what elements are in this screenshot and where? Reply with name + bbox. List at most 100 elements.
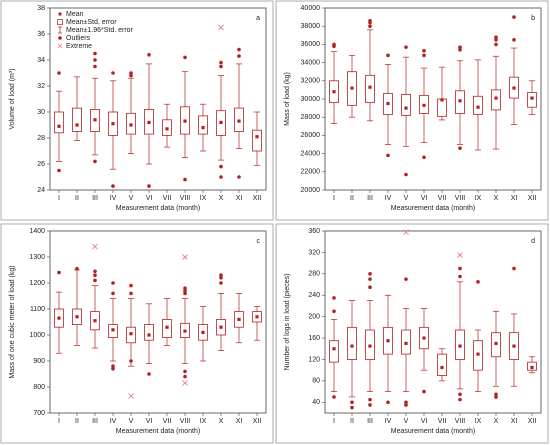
x-tick-label: III [367, 418, 373, 425]
outlier [219, 281, 223, 285]
outlier [93, 51, 97, 56]
mean-marker [458, 99, 462, 103]
panel: 40 80 120 160 200 240 280 320 360 Number of logs … [275, 223, 549, 444]
extreme-stroke [457, 252, 463, 258]
outlier [147, 372, 151, 376]
box [437, 98, 447, 117]
plot-area [49, 7, 267, 191]
x-tick-label: I [58, 418, 60, 425]
outlier [368, 285, 372, 290]
y-tick-label: 320 [308, 249, 320, 256]
panel: 700 800 900 1000 1100 1200 1300 1400 Mass of one… [0, 223, 274, 444]
outlier [219, 273, 223, 277]
box [144, 324, 154, 341]
y-tick-label: 240 [308, 292, 320, 299]
x-tick-label: IV [385, 195, 392, 202]
x-tick-label: I [333, 195, 335, 202]
mean-marker [111, 122, 115, 126]
x-tick-label: III [92, 195, 98, 202]
y-tick-label: 80 [312, 378, 320, 385]
outlier [368, 24, 372, 29]
y-tick-label: 36000 [301, 41, 321, 48]
mean-marker [386, 339, 390, 343]
mean-marker [75, 123, 79, 127]
y-tick-label: 26000 [301, 132, 321, 139]
legend-mean [58, 12, 62, 16]
x-tick-label: XII [528, 195, 537, 202]
y-tick-label: 32000 [301, 78, 321, 85]
x-axis-label: Measurement data (month) [116, 205, 200, 212]
y-tick-label: 200 [308, 313, 320, 320]
outlier [386, 153, 390, 158]
mean-marker [404, 106, 408, 110]
x-tick-label: II [75, 195, 79, 202]
box [72, 107, 82, 132]
x-axis-label: Measurement data (month) [391, 205, 475, 212]
y-tick-label: 36 [37, 31, 45, 38]
mean-marker [147, 120, 151, 124]
panel-frame [275, 0, 549, 221]
outlier [332, 296, 336, 300]
x-tick-label: IX [200, 418, 207, 425]
mean-marker [129, 332, 133, 336]
x-tick-label: II [350, 418, 354, 425]
y-axis-label: Volume of load (m³) [9, 68, 16, 129]
panel-letter: b [531, 15, 535, 22]
mean-marker [458, 344, 462, 348]
outlier [368, 397, 372, 402]
mean-marker [201, 330, 205, 334]
y-axis-label: Mass of load (kg) [284, 72, 291, 126]
mean-marker [255, 135, 259, 139]
y-tick-label: 28000 [301, 114, 321, 121]
outlier [368, 18, 372, 23]
outlier [219, 276, 223, 280]
y-tick-label: 280 [308, 271, 320, 278]
plot-area [324, 230, 542, 414]
x-tick-label: IV [110, 195, 117, 202]
outlier [93, 64, 97, 69]
outlier [476, 280, 480, 284]
mean-marker [350, 86, 354, 90]
x-tick-label: X [494, 195, 499, 202]
outlier [458, 45, 462, 49]
y-tick-label: 26 [37, 161, 45, 168]
outlier [368, 272, 372, 276]
y-tick-label: 800 [33, 384, 45, 391]
mean-marker [332, 347, 336, 351]
mean-marker [386, 101, 390, 106]
outlier [422, 389, 426, 394]
x-tick-label: VI [421, 195, 428, 202]
mean-marker [201, 126, 205, 130]
x-tick-label: III [92, 418, 98, 425]
box [329, 340, 339, 363]
outlier [111, 71, 115, 75]
mean-marker [183, 329, 187, 333]
x-tick-label: VII [163, 195, 172, 202]
legend-label: Mean±Std. error [66, 19, 117, 26]
y-tick-label: 38000 [301, 23, 321, 30]
x-tick-label: VII [438, 195, 447, 202]
y-tick-label: 28 [37, 135, 45, 142]
panel-frame [0, 0, 274, 221]
mean-marker [440, 98, 444, 102]
x-tick-label: XII [253, 418, 262, 425]
y-tick-label: 34 [37, 57, 45, 64]
legend-label: Mean±1.96*Std. error [66, 27, 134, 34]
outlier [111, 291, 115, 296]
legend-outlier [58, 36, 62, 40]
outlier [183, 286, 187, 290]
box [473, 95, 483, 115]
outlier [183, 55, 187, 60]
outlier [183, 374, 187, 379]
outlier [111, 184, 115, 188]
mean-marker [111, 328, 115, 332]
outlier [368, 277, 372, 281]
outlier [129, 283, 133, 288]
x-tick-label: XII [528, 418, 537, 425]
outlier [386, 400, 390, 405]
x-tick-label: VII [163, 418, 172, 425]
extreme [457, 252, 463, 258]
outlier [93, 269, 97, 274]
y-tick-label: 24000 [301, 150, 321, 157]
outlier [332, 395, 336, 399]
